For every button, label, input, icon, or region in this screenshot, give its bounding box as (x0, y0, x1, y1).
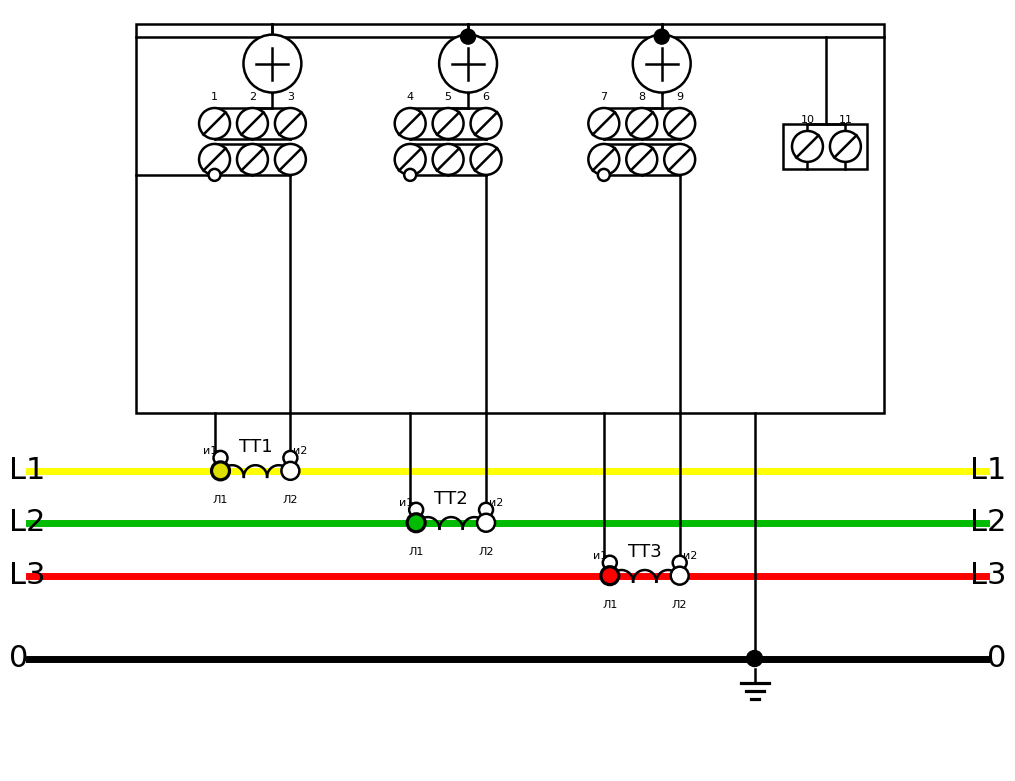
Circle shape (830, 131, 861, 162)
Circle shape (589, 144, 619, 175)
Circle shape (275, 144, 306, 175)
Circle shape (236, 108, 268, 139)
Circle shape (407, 514, 425, 532)
Circle shape (673, 556, 687, 569)
Text: 2: 2 (249, 92, 256, 102)
Circle shape (461, 29, 476, 44)
Text: 0: 0 (9, 644, 28, 673)
Circle shape (598, 169, 610, 181)
Circle shape (471, 108, 501, 139)
Ellipse shape (244, 34, 301, 92)
Text: и2: и2 (683, 551, 697, 561)
Text: Л2: Л2 (282, 495, 298, 505)
Text: и1: и1 (593, 551, 607, 561)
Circle shape (601, 567, 619, 585)
Text: 10: 10 (801, 115, 814, 125)
Bar (136, 23, 884, 413)
Circle shape (479, 503, 493, 517)
Circle shape (603, 556, 617, 569)
Circle shape (747, 651, 762, 666)
Text: ТТ3: ТТ3 (628, 543, 662, 561)
Circle shape (211, 462, 229, 480)
Text: 5: 5 (445, 92, 452, 102)
Circle shape (671, 567, 688, 585)
Circle shape (477, 514, 495, 532)
Text: 1: 1 (211, 92, 218, 102)
Text: и1: и1 (399, 497, 413, 508)
Ellipse shape (439, 34, 497, 92)
Text: L2: L2 (969, 508, 1006, 537)
Circle shape (792, 131, 823, 162)
Text: Л1: Л1 (213, 495, 228, 505)
Circle shape (395, 144, 425, 175)
Circle shape (199, 108, 230, 139)
Circle shape (236, 144, 268, 175)
Text: Л1: Л1 (408, 547, 424, 558)
Text: и2: и2 (293, 446, 308, 456)
Circle shape (199, 144, 230, 175)
Circle shape (432, 144, 464, 175)
Circle shape (213, 451, 227, 465)
Text: 0: 0 (987, 644, 1006, 673)
Text: и1: и1 (203, 446, 217, 456)
Circle shape (208, 169, 220, 181)
Text: 9: 9 (676, 92, 683, 102)
Text: L3: L3 (9, 562, 46, 590)
Text: L2: L2 (9, 508, 46, 537)
Circle shape (432, 108, 464, 139)
Text: Л1: Л1 (602, 601, 617, 610)
Text: и2: и2 (489, 497, 503, 508)
Circle shape (404, 169, 416, 181)
Text: 11: 11 (838, 115, 853, 125)
Circle shape (626, 144, 658, 175)
Text: 6: 6 (482, 92, 489, 102)
Circle shape (395, 108, 425, 139)
Text: L3: L3 (969, 562, 1006, 590)
Circle shape (275, 108, 306, 139)
Text: 8: 8 (638, 92, 646, 102)
Circle shape (655, 29, 669, 44)
Bar (783, 124, 868, 169)
Circle shape (664, 144, 695, 175)
Text: Л2: Л2 (478, 547, 493, 558)
Text: L1: L1 (969, 456, 1006, 485)
Circle shape (626, 108, 658, 139)
Circle shape (664, 108, 695, 139)
Ellipse shape (632, 34, 690, 92)
Text: ТТ1: ТТ1 (239, 438, 272, 456)
Text: 4: 4 (407, 92, 414, 102)
Text: Л2: Л2 (672, 601, 687, 610)
Text: 7: 7 (600, 92, 607, 102)
Text: ТТ2: ТТ2 (434, 490, 468, 508)
Text: L1: L1 (9, 456, 46, 485)
Circle shape (589, 108, 619, 139)
Circle shape (409, 503, 423, 517)
Text: 3: 3 (287, 92, 294, 102)
Circle shape (283, 451, 297, 465)
Circle shape (281, 462, 299, 480)
Circle shape (471, 144, 501, 175)
